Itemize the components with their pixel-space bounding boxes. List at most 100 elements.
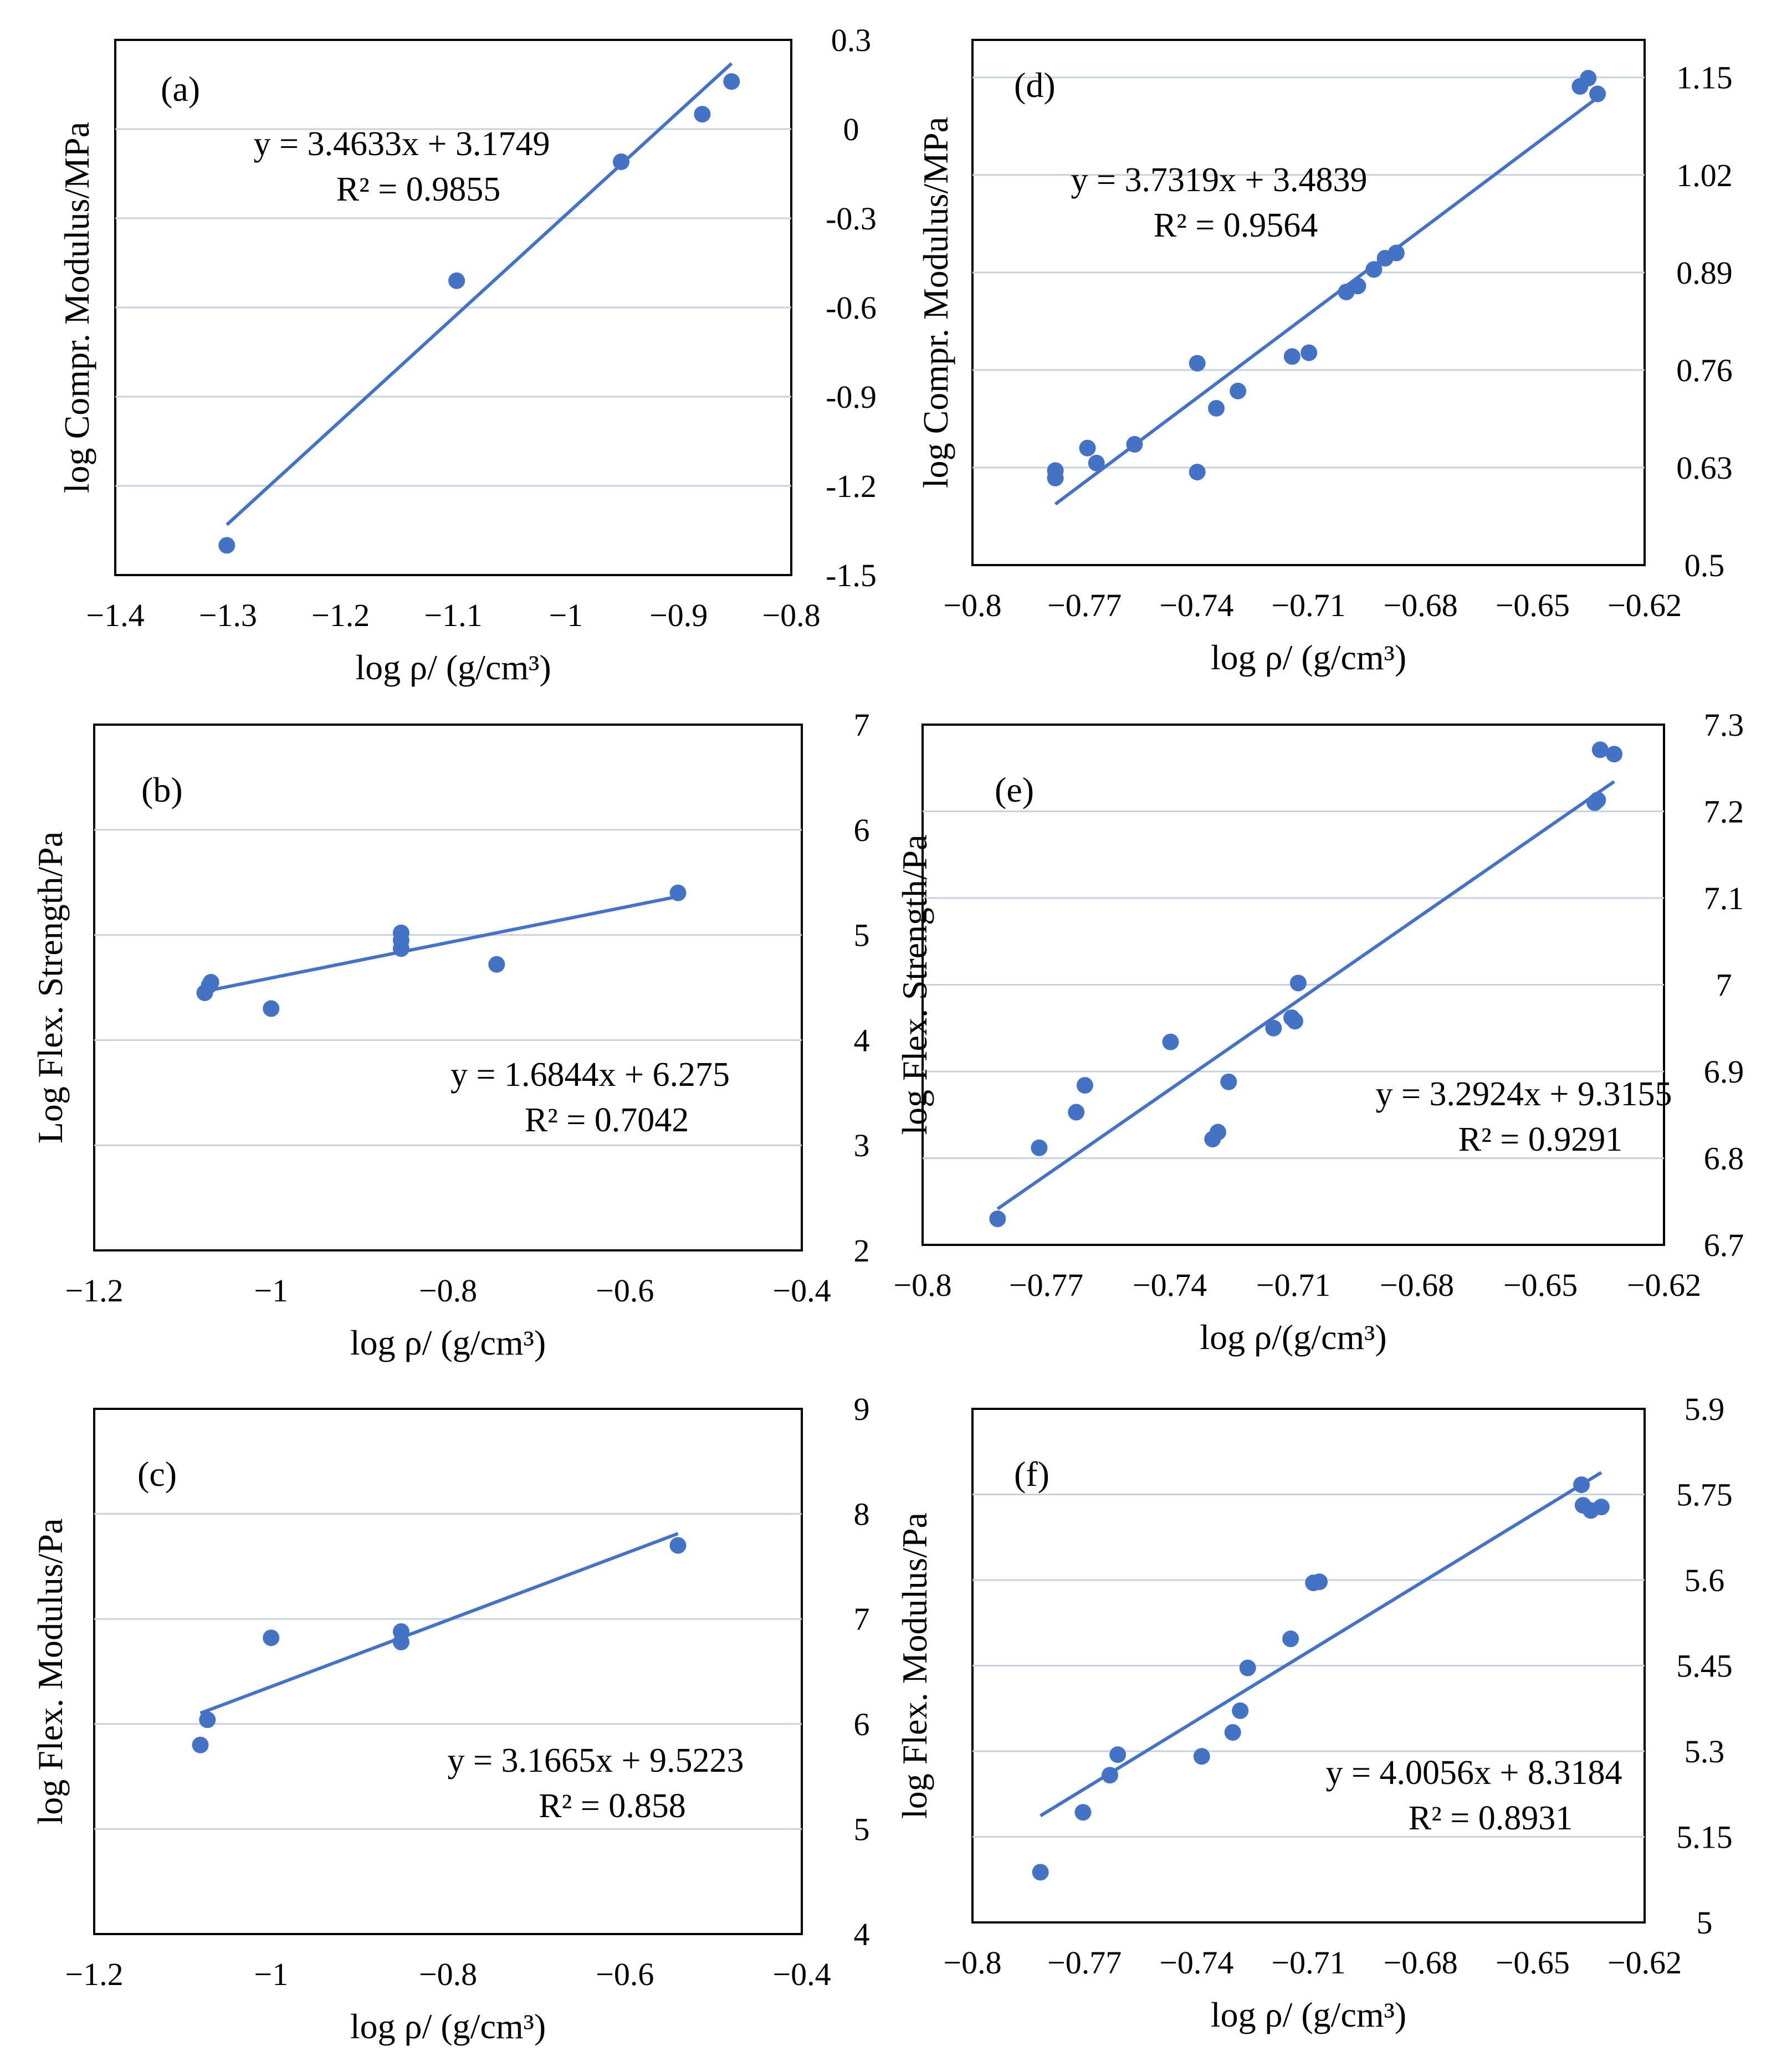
data-point xyxy=(1068,1104,1085,1121)
data-point xyxy=(723,73,740,90)
x-tick-label: −0.8 xyxy=(419,1956,477,1992)
x-tick-label: −0.65 xyxy=(1503,1267,1578,1303)
y-tick-label: 1.15 xyxy=(1676,60,1733,96)
y-tick-label: 6 xyxy=(854,812,870,848)
x-tick-label: −0.62 xyxy=(1627,1267,1701,1303)
data-point xyxy=(1573,1476,1590,1493)
panel-label: (c) xyxy=(137,1454,177,1494)
panel-label: (b) xyxy=(141,770,183,809)
data-point xyxy=(1365,261,1383,278)
x-tick-label: −0.8 xyxy=(419,1273,477,1309)
data-point xyxy=(1101,1767,1118,1784)
y-tick-label: -1.5 xyxy=(826,557,877,593)
y-tick-label: 7.2 xyxy=(1704,794,1744,830)
data-point xyxy=(192,1736,209,1753)
trendline xyxy=(204,895,679,993)
data-point xyxy=(1591,741,1609,758)
x-tick-label: −0.62 xyxy=(1607,587,1682,623)
data-point xyxy=(392,1633,409,1650)
data-point xyxy=(199,1711,216,1729)
x-tick-label: −0.68 xyxy=(1380,1267,1454,1303)
data-point xyxy=(1265,1019,1282,1037)
y-tick-label: 5.3 xyxy=(1685,1733,1725,1770)
r-squared: R² = 0.858 xyxy=(539,1787,685,1825)
y-tick-label: 2 xyxy=(854,1233,870,1269)
r-squared: R² = 0.9855 xyxy=(336,171,500,208)
data-point xyxy=(1289,975,1307,992)
trendline-equation: y = 3.7319x + 3.4839 xyxy=(1071,161,1368,199)
x-tick-label: −0.74 xyxy=(1159,587,1233,623)
data-points xyxy=(989,741,1623,1228)
y-tick-label: 0 xyxy=(843,111,859,147)
y-axis-label: log Compr. Modulus/MPa xyxy=(916,117,955,488)
data-point xyxy=(1162,1033,1179,1050)
trendline xyxy=(1040,1471,1602,1818)
y-tick-label: 6.8 xyxy=(1704,1141,1744,1177)
panel-e: −0.8 −0.77 −0.74 −0.71 −0.68 −0.65 −0.62 6.76.… xyxy=(893,707,1744,1357)
y-tick-label: 7 xyxy=(1716,967,1732,1003)
data-point xyxy=(263,1000,280,1017)
data-points xyxy=(1047,70,1606,486)
x-tick-labels: −0.8 −0.77 −0.74 −0.71 −0.68 −0.65 −0.62 xyxy=(893,1267,1701,1303)
data-point xyxy=(202,974,219,991)
y-axis-label: log Flex. Modulus/Pa xyxy=(895,1512,934,1819)
data-point xyxy=(218,537,235,554)
x-tick-label: −0.8 xyxy=(943,587,1001,623)
y-tick-label: 1.02 xyxy=(1676,157,1733,193)
y-tick-label: 6 xyxy=(854,1706,870,1742)
data-points xyxy=(218,73,740,554)
y-axis-label: log Flex. Strength/Pa xyxy=(895,834,934,1135)
panel-label: (d) xyxy=(1014,65,1056,105)
x-tick-label: −0.77 xyxy=(1047,1945,1122,1981)
gridlines xyxy=(972,76,1645,469)
data-point xyxy=(1208,399,1225,417)
panel-c: −1.2 −1 −0.8 −0.6 −0.4 4 5 6 7 8 9 (c) y = 3.1665… xyxy=(30,1391,870,2046)
y-tick-label: 4 xyxy=(854,1916,870,1952)
x-tick-label: −0.65 xyxy=(1496,1945,1570,1981)
data-point xyxy=(392,940,409,957)
data-point xyxy=(1283,348,1301,365)
y-tick-label: 5.15 xyxy=(1676,1819,1733,1855)
y-tick-label: 7 xyxy=(854,1601,870,1637)
data-point xyxy=(1282,1630,1299,1648)
y-tick-label: 5 xyxy=(854,917,870,953)
trendline xyxy=(226,62,733,526)
y-tick-label: -0.6 xyxy=(826,290,877,326)
gridlines xyxy=(94,1513,802,1830)
data-point xyxy=(1224,1724,1241,1741)
x-tick-labels: −1.2 −1 −0.8 −0.6 −0.4 xyxy=(65,1273,831,1309)
y-tick-label: 0.5 xyxy=(1685,547,1725,583)
y-tick-label: 5 xyxy=(854,1811,870,1847)
data-point xyxy=(1079,439,1096,457)
y-tick-label: 8 xyxy=(854,1496,870,1532)
y-axis-label: log Compr. Modulus/MPa xyxy=(57,122,96,493)
data-point xyxy=(612,153,629,171)
panel-label: (a) xyxy=(161,69,200,109)
x-tick-labels: −0.8 −0.77 −0.74 −0.71 −0.68 −0.65 −0.62 xyxy=(943,1945,1682,1981)
x-tick-labels: −1.4 −1.3 −1.2 −1.1 −1 −0.9 −0.8 xyxy=(86,597,820,633)
x-axis-label: log ρ/ (g/cm³) xyxy=(355,648,551,687)
y-tick-label: 4 xyxy=(854,1022,870,1058)
y-tick-labels: 6.7 6.8 6.9 7 7.1 7.2 7.3 xyxy=(1704,707,1744,1263)
x-tick-label: −0.71 xyxy=(1271,587,1345,623)
data-point xyxy=(1589,85,1606,102)
data-point xyxy=(1088,454,1105,471)
x-tick-label: −1.2 xyxy=(311,597,370,633)
trendline xyxy=(1054,96,1599,506)
data-points xyxy=(192,1537,687,1753)
y-tick-label: 5 xyxy=(1697,1905,1713,1941)
x-tick-label: −1.4 xyxy=(86,597,144,633)
data-point xyxy=(989,1211,1006,1228)
y-tick-label: 5.9 xyxy=(1685,1391,1725,1427)
x-axis-label: log ρ/ (g/cm³) xyxy=(1211,638,1406,677)
y-tick-label: 0.3 xyxy=(831,22,872,58)
x-axis-label: log ρ/ (g/cm³) xyxy=(350,2007,546,2046)
data-point xyxy=(448,272,465,289)
data-point xyxy=(1286,1013,1303,1030)
x-tick-label: −0.68 xyxy=(1384,1945,1458,1981)
data-point xyxy=(694,106,711,123)
data-point xyxy=(1232,1702,1249,1719)
y-tick-labels: 0.5 0.63 0.76 0.89 1.02 1.15 xyxy=(1676,60,1733,583)
data-point xyxy=(1032,1864,1049,1881)
r-squared: R² = 0.9291 xyxy=(1458,1121,1622,1158)
